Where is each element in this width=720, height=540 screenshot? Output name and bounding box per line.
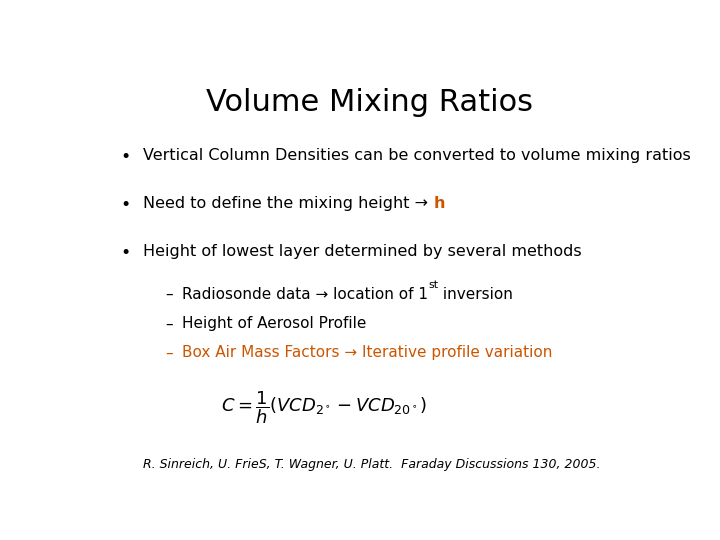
Text: Height of Aerosol Profile: Height of Aerosol Profile [182, 316, 366, 332]
Text: Height of lowest layer determined by several methods: Height of lowest layer determined by sev… [143, 244, 582, 259]
Text: inversion: inversion [438, 287, 513, 302]
Text: •: • [121, 148, 131, 166]
Text: –: – [166, 346, 173, 361]
Text: Vertical Column Densities can be converted to volume mixing ratios: Vertical Column Densities can be convert… [143, 148, 690, 163]
Text: Box Air Mass Factors → Iterative profile variation: Box Air Mass Factors → Iterative profile… [182, 346, 552, 361]
Text: h: h [433, 196, 445, 211]
Text: Radiosonde data → location of 1: Radiosonde data → location of 1 [182, 287, 428, 302]
Text: –: – [166, 287, 173, 302]
Text: •: • [121, 196, 131, 214]
Text: st: st [428, 280, 438, 290]
Text: Volume Mixing Ratios: Volume Mixing Ratios [205, 87, 533, 117]
Text: R. Sinreich, U. FrieS, T. Wagner, U. Platt.  Faraday Discussions 130, 2005.: R. Sinreich, U. FrieS, T. Wagner, U. Pla… [143, 458, 600, 471]
Text: Need to define the mixing height →: Need to define the mixing height → [143, 196, 433, 211]
Text: $C = \dfrac{1}{h}\left(VCD_{2^\circ} - VCD_{20^\circ}\right)$: $C = \dfrac{1}{h}\left(VCD_{2^\circ} - V… [221, 389, 428, 426]
Text: st: st [428, 280, 438, 290]
Text: •: • [121, 244, 131, 261]
Text: –: – [166, 316, 173, 332]
